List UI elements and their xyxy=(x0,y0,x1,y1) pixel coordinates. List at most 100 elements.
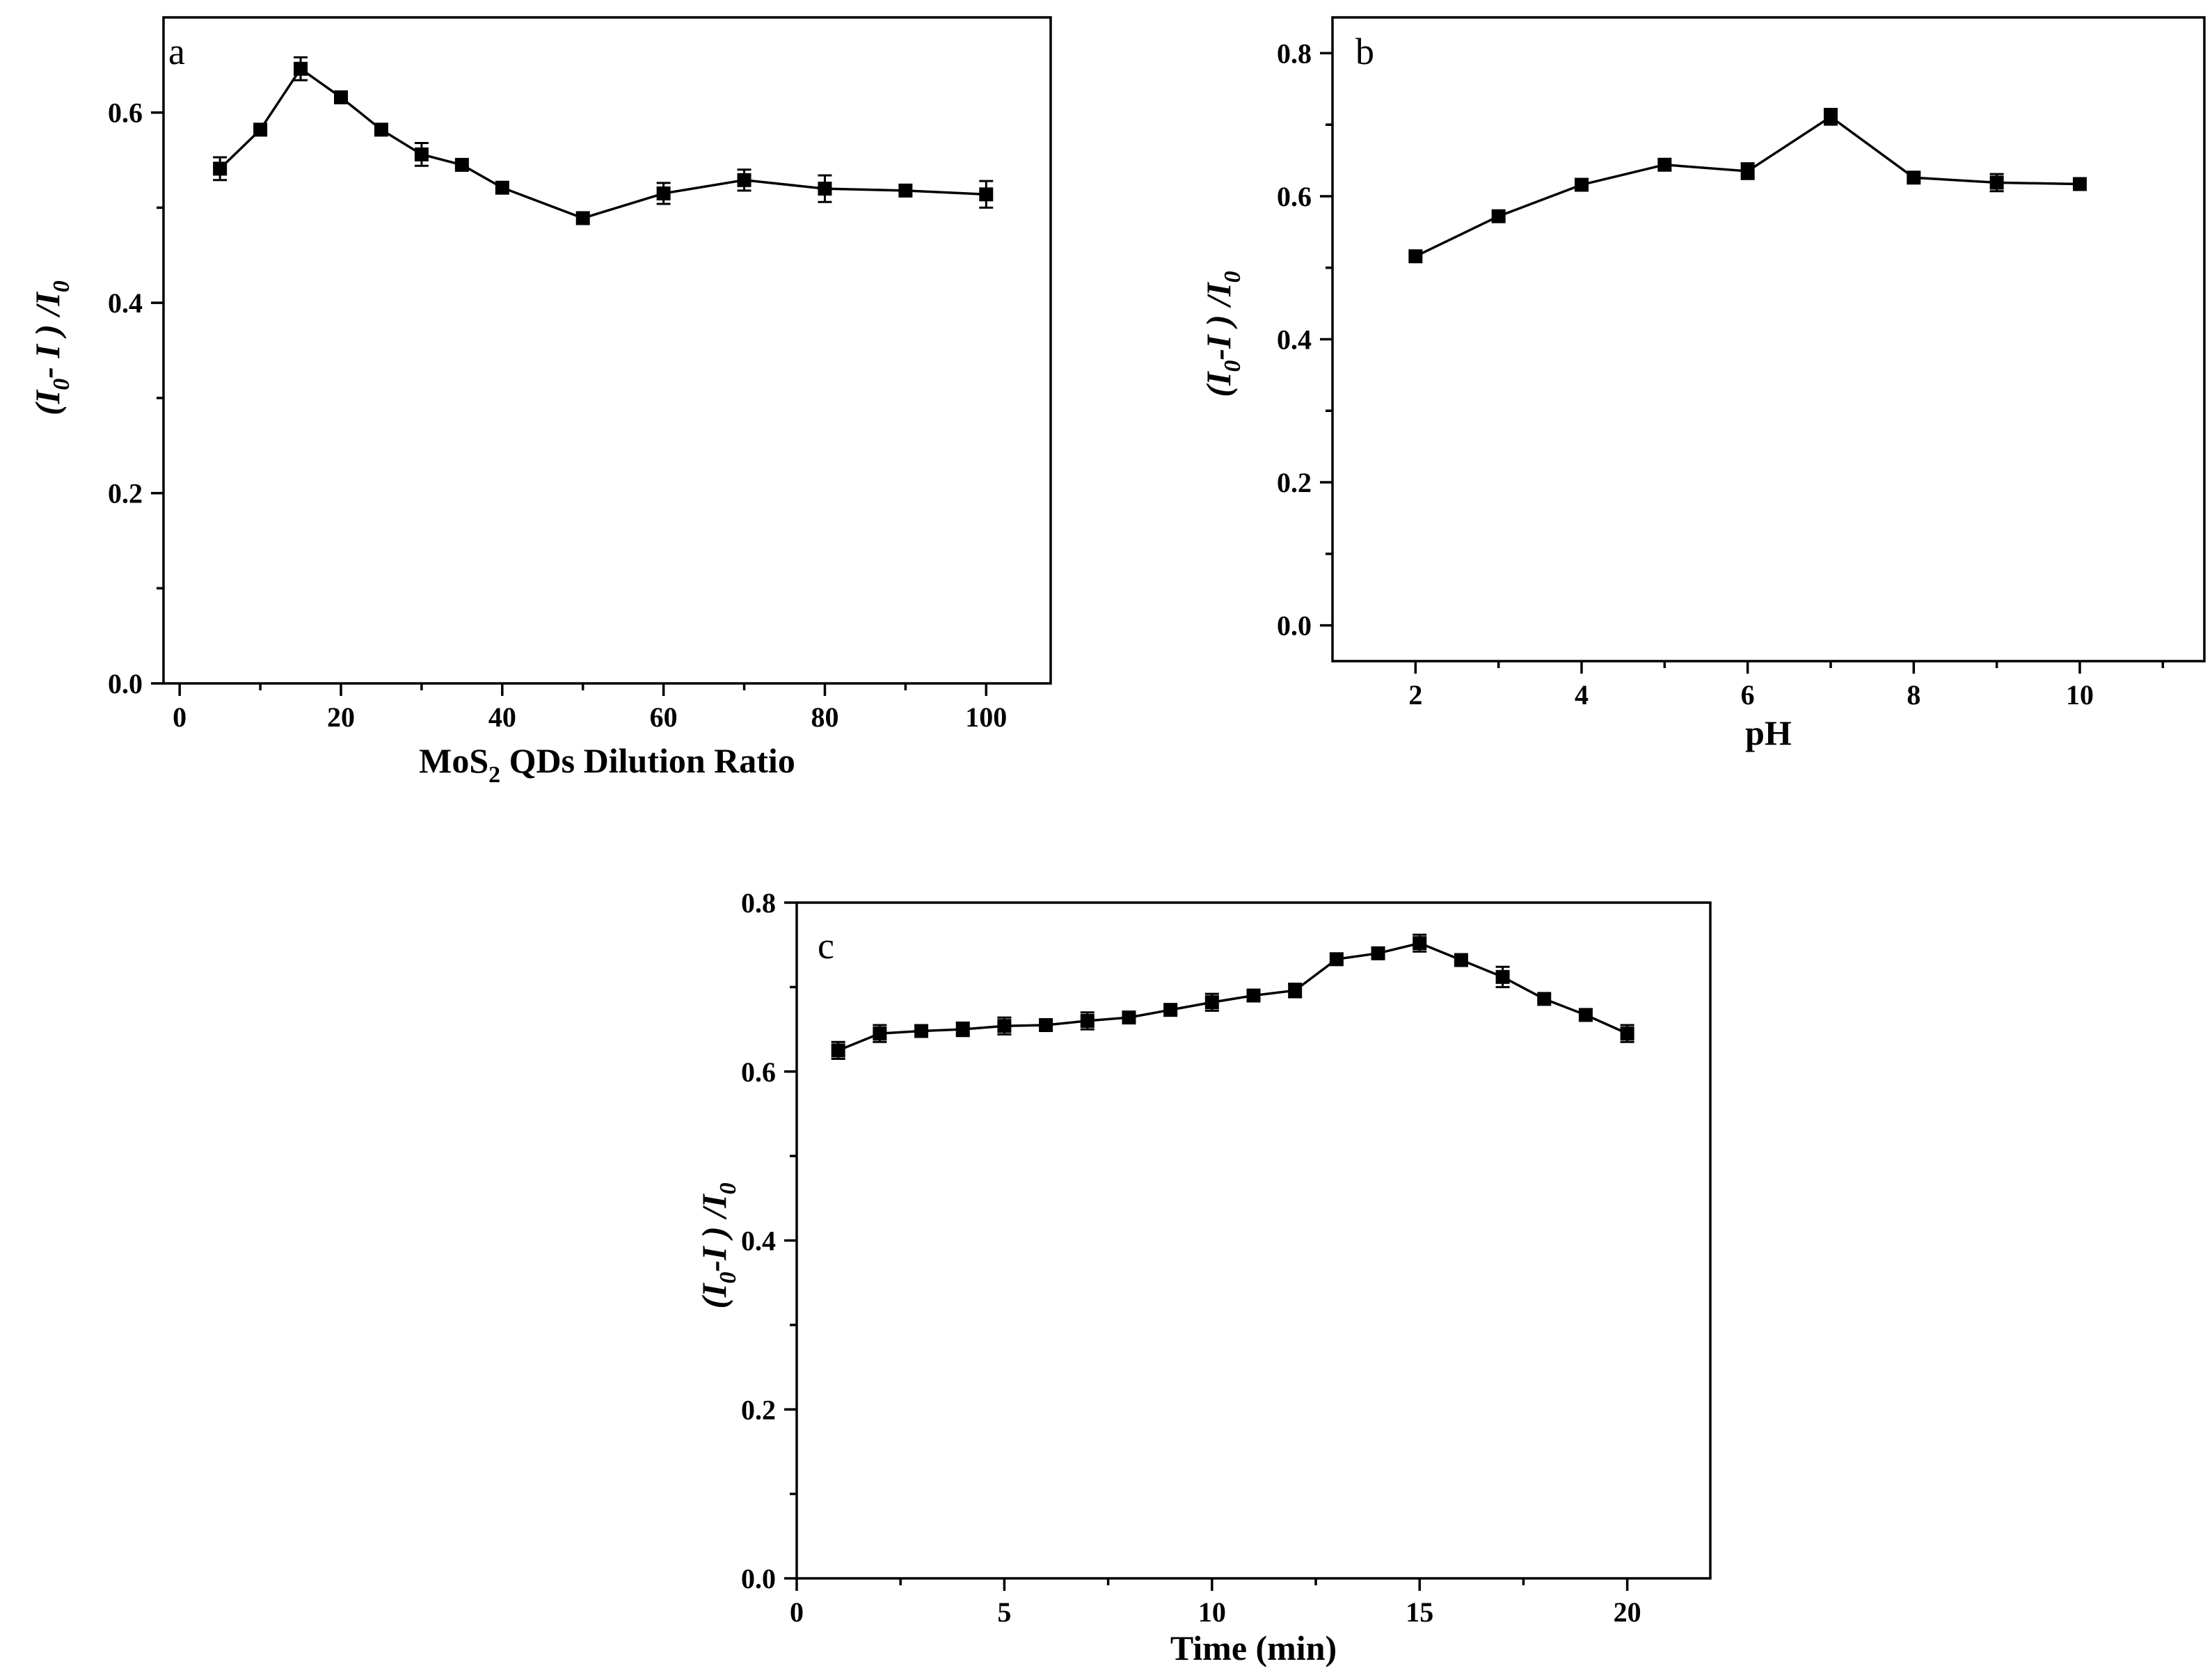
y-tick-label: 0.2 xyxy=(108,478,143,509)
data-point xyxy=(414,147,429,161)
data-point xyxy=(873,1026,887,1041)
panel-c: 0 5 10 15 20 0.0 0.2 0.4 0.6 0.8 c Time (min) (I0-I … xyxy=(694,887,1712,1667)
x-tick-label: 100 xyxy=(965,701,1007,733)
data-point xyxy=(1288,983,1303,998)
data-point xyxy=(1824,109,1838,124)
data-point xyxy=(495,180,509,195)
y-tick-label: 0.4 xyxy=(1277,324,1312,356)
data-point xyxy=(1989,175,2004,190)
data-point xyxy=(334,90,348,104)
data-point xyxy=(1620,1026,1634,1041)
data-point xyxy=(831,1043,845,1058)
y-title-I: I xyxy=(694,1283,733,1298)
x-tick-label: 10 xyxy=(1198,1596,1226,1628)
data-point xyxy=(2073,177,2087,191)
data-point xyxy=(979,187,994,202)
y-title-mid: -I ) / xyxy=(694,1205,733,1272)
y-title-open: ( xyxy=(28,402,67,415)
y-tick-label: 0.2 xyxy=(1277,467,1312,498)
data-point xyxy=(374,122,388,137)
data-point xyxy=(1329,952,1344,967)
x-axis-title: Time (min) xyxy=(1170,1628,1337,1667)
x-tick-label: 8 xyxy=(1907,679,1920,711)
data-point xyxy=(1246,988,1261,1003)
data-point xyxy=(818,182,832,196)
y-title-I: I xyxy=(28,292,67,307)
x-tick-label: 15 xyxy=(1406,1596,1433,1628)
y-title-sub: 0 xyxy=(1220,360,1246,372)
y-tick-label: 0.6 xyxy=(741,1056,776,1088)
y-tick-label: 0.2 xyxy=(741,1394,776,1425)
x-tick-label: 20 xyxy=(327,701,355,733)
y-axis-title: (I0- I ) /I0 xyxy=(28,280,74,415)
y-tick-label: 0.4 xyxy=(741,1226,776,1257)
plot-frame xyxy=(162,16,1052,685)
plot-frame xyxy=(1331,16,2206,663)
data-point xyxy=(1491,209,1506,223)
x-tick-label: 0 xyxy=(790,1596,804,1628)
x-tick-label: 80 xyxy=(811,701,838,733)
y-title-sub: 0 xyxy=(1220,271,1246,283)
x-tick-label: 40 xyxy=(488,701,516,733)
data-point xyxy=(1408,249,1423,264)
y-tick-label: 0.6 xyxy=(108,97,143,129)
x-axis-title-rest: QDs Dilution Ratio xyxy=(500,741,795,780)
data-point xyxy=(1163,1003,1178,1017)
data-point xyxy=(1537,992,1552,1006)
y-tick-label: 0.0 xyxy=(1277,610,1312,642)
data-point xyxy=(898,183,913,198)
y-title-I: I xyxy=(1199,371,1238,386)
y-title-sub: 0 xyxy=(715,1182,741,1194)
panel-letter: c xyxy=(818,925,834,967)
plot-frame xyxy=(795,901,1712,1580)
y-tick-label: 0.8 xyxy=(741,887,776,919)
panel-b: 2 4 6 8 100.00.20.40.60.8 bpH(I0-I ) /I0 xyxy=(1199,16,2206,752)
data-point xyxy=(1740,164,1755,178)
data-point xyxy=(1371,946,1385,960)
data-point xyxy=(213,161,228,176)
data-point xyxy=(997,1019,1012,1033)
y-title-I: I xyxy=(694,1194,733,1209)
y-tick-label: 0.0 xyxy=(108,668,143,699)
y-tick-label: 0.6 xyxy=(1277,181,1312,212)
x-tick-label: 6 xyxy=(1741,679,1755,711)
y-title-I: I xyxy=(1199,282,1238,297)
y-tick-label: 0.8 xyxy=(1277,38,1312,69)
data-point xyxy=(1657,157,1672,172)
x-tick-label: 5 xyxy=(997,1596,1011,1628)
data-point xyxy=(1454,953,1468,967)
y-title-I: I xyxy=(28,389,67,404)
y-axis-title: (I0-I ) /I0 xyxy=(694,1182,741,1308)
y-title-open: ( xyxy=(1199,383,1238,397)
data-point xyxy=(1122,1010,1136,1025)
data-point xyxy=(1907,171,1921,185)
y-title-sub: 0 xyxy=(49,280,74,292)
y-title-sub: 0 xyxy=(715,1272,741,1284)
y-title-mid: -I ) / xyxy=(1199,294,1238,360)
data-point xyxy=(1578,1008,1593,1022)
data-point xyxy=(656,186,671,200)
data-point xyxy=(914,1024,929,1038)
x-tick-label: 60 xyxy=(650,701,678,733)
data-point xyxy=(1080,1013,1095,1028)
data-point xyxy=(737,173,751,187)
data-point xyxy=(1495,969,1510,984)
series-line xyxy=(1415,115,2080,257)
y-title-mid: - I ) / xyxy=(28,303,67,378)
x-axis-title-main: MoS xyxy=(419,741,488,780)
x-axis-title: pH xyxy=(1745,713,1792,752)
data-point xyxy=(1413,936,1427,951)
x-axis-title-sub: 2 xyxy=(488,762,500,788)
y-tick-label: 0.4 xyxy=(108,287,143,319)
panel-letter: b xyxy=(1355,31,1374,72)
data-point xyxy=(575,211,590,225)
x-tick-label: 20 xyxy=(1614,1596,1641,1628)
x-tick-label: 2 xyxy=(1408,679,1422,711)
x-axis-title: MoS2 QDs Dilution Ratio xyxy=(419,741,795,788)
data-point xyxy=(454,157,469,172)
x-tick-label: 0 xyxy=(173,701,186,733)
y-axis-title: (I0-I ) /I0 xyxy=(1199,271,1246,397)
y-tick-label: 0.0 xyxy=(741,1563,776,1594)
